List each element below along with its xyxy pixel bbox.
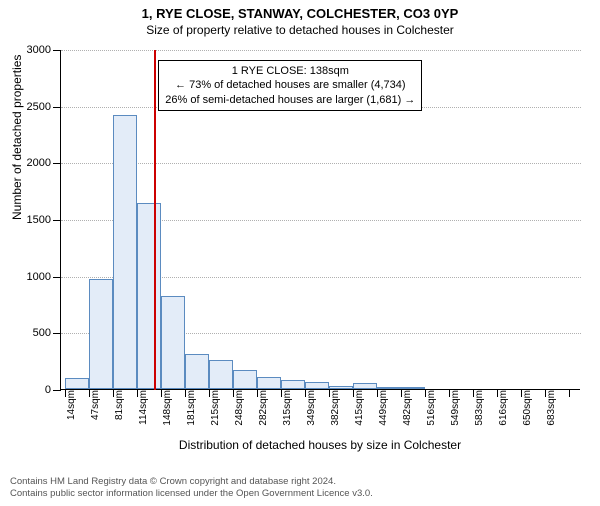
x-axis-label: Distribution of detached houses by size … — [60, 438, 580, 452]
y-axis-label: Number of detached properties — [10, 55, 24, 220]
x-tick-label: 148sqm — [162, 390, 173, 426]
histogram-bar — [233, 370, 257, 389]
histogram-bar — [257, 377, 281, 389]
x-tick-label: 47sqm — [90, 390, 101, 420]
histogram-bar — [281, 380, 305, 389]
x-tick-label: 516sqm — [426, 390, 437, 426]
x-tick-label: 415sqm — [354, 390, 365, 426]
grid-line — [61, 50, 581, 51]
x-tick-label: 349sqm — [306, 390, 317, 426]
x-tick-label: 482sqm — [402, 390, 413, 426]
x-tick-label: 114sqm — [138, 390, 149, 425]
x-tick-label: 616sqm — [498, 390, 509, 426]
histogram-chart: 0500100015002000250030001 RYE CLOSE: 138… — [60, 50, 580, 420]
x-tick-label: 650sqm — [522, 390, 533, 426]
x-tick-label: 583sqm — [474, 390, 485, 426]
x-tick-label: 382sqm — [330, 390, 341, 426]
y-tick-label: 500 — [33, 327, 61, 339]
histogram-bar — [401, 387, 425, 389]
x-tick-label: 282sqm — [258, 390, 269, 426]
x-tick-label: 215sqm — [210, 390, 221, 426]
x-tick-label: 14sqm — [66, 390, 77, 420]
attribution-line: Contains public sector information licen… — [10, 488, 373, 500]
histogram-bar — [305, 382, 329, 389]
attribution: Contains HM Land Registry data © Crown c… — [10, 476, 373, 500]
y-tick-label: 1500 — [27, 214, 61, 226]
histogram-bar — [113, 115, 137, 389]
histogram-bar — [377, 387, 401, 389]
histogram-bar — [185, 354, 209, 389]
y-tick-label: 3000 — [27, 44, 61, 56]
y-tick-label: 0 — [45, 384, 61, 396]
plot-area: 0500100015002000250030001 RYE CLOSE: 138… — [60, 50, 580, 390]
annotation-box: 1 RYE CLOSE: 138sqm← 73% of detached hou… — [158, 60, 422, 111]
x-tick — [569, 389, 570, 397]
attribution-line: Contains HM Land Registry data © Crown c… — [10, 476, 373, 488]
y-tick-label: 2000 — [27, 157, 61, 169]
annotation-line: ← 73% of detached houses are smaller (4,… — [165, 78, 415, 92]
histogram-bar — [161, 296, 185, 389]
histogram-bar — [65, 378, 89, 389]
grid-line — [61, 163, 581, 164]
x-tick-label: 683sqm — [546, 390, 557, 426]
x-tick-label: 449sqm — [378, 390, 389, 426]
y-tick-label: 1000 — [27, 271, 61, 283]
x-tick-label: 181sqm — [186, 390, 197, 426]
chart-subtitle: Size of property relative to detached ho… — [0, 23, 600, 37]
histogram-bar — [209, 360, 233, 389]
annotation-line: 26% of semi-detached houses are larger (… — [165, 93, 415, 107]
histogram-bar — [137, 203, 161, 389]
x-tick-label: 315sqm — [282, 390, 293, 426]
page-title: 1, RYE CLOSE, STANWAY, COLCHESTER, CO3 0… — [0, 6, 600, 21]
histogram-bar — [89, 279, 113, 389]
annotation-title: 1 RYE CLOSE: 138sqm — [165, 64, 415, 78]
x-tick-label: 248sqm — [234, 390, 245, 426]
x-tick-label: 549sqm — [450, 390, 461, 426]
x-tick-label: 81sqm — [114, 390, 125, 420]
histogram-bar — [329, 386, 353, 389]
y-tick-label: 2500 — [27, 101, 61, 113]
marker-line — [154, 50, 156, 390]
histogram-bar — [353, 383, 377, 389]
